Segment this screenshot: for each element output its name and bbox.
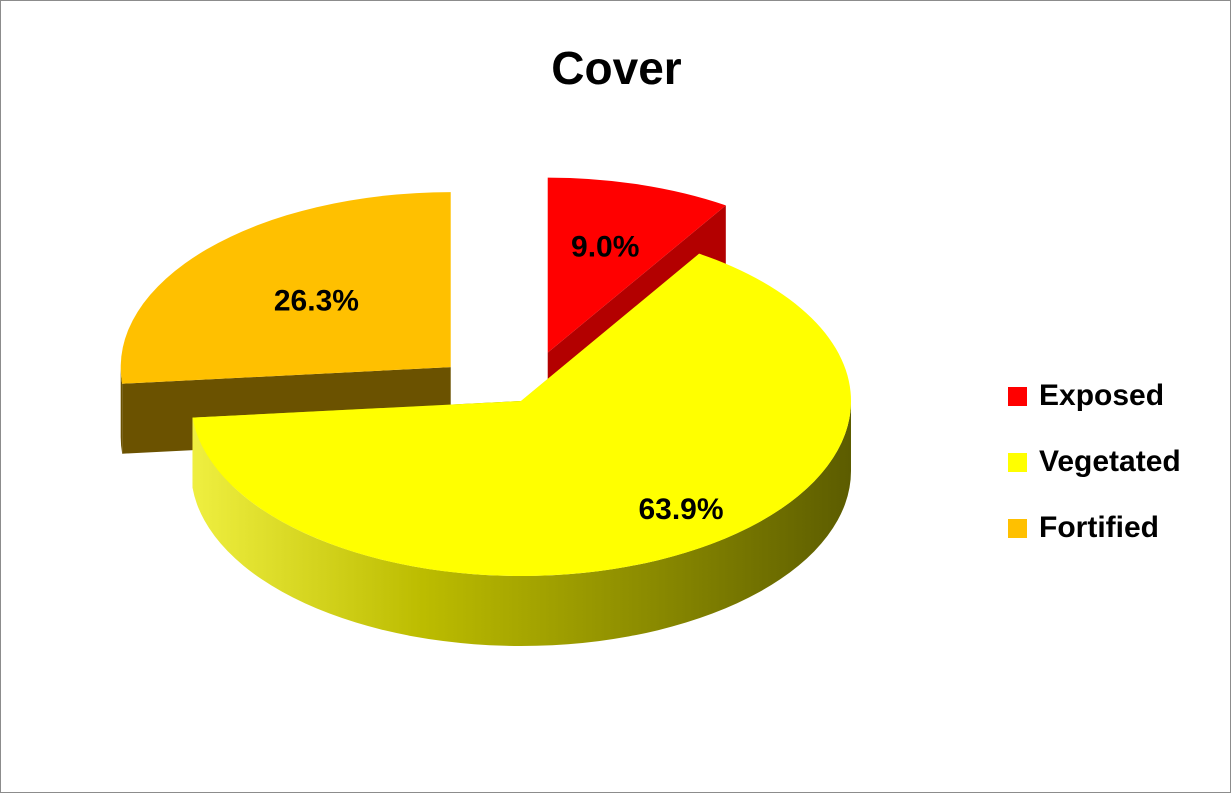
chart-legend: Exposed Vegetated Fortified <box>1008 363 1181 561</box>
legend-swatch <box>1008 452 1027 472</box>
data-label-vegetated: 63.9% <box>638 493 723 526</box>
legend-swatch <box>1008 518 1027 538</box>
legend-item-fortified: Fortified <box>1008 495 1181 561</box>
legend-item-vegetated: Vegetated <box>1008 429 1181 495</box>
chart-title: Cover <box>551 42 682 94</box>
pie-slice-vegetated <box>192 253 851 646</box>
slice-top <box>120 192 451 384</box>
slice-top <box>192 253 851 577</box>
legend-label: Fortified <box>1039 511 1159 544</box>
slice-rim <box>120 367 123 454</box>
legend-item-exposed: Exposed <box>1008 363 1181 429</box>
slice-top <box>547 177 726 353</box>
legend-label: Vegetated <box>1039 445 1181 478</box>
slice-rim <box>192 401 851 646</box>
data-label-fortified: 26.3% <box>274 284 359 317</box>
legend-label: Exposed <box>1039 379 1165 412</box>
legend-swatch <box>1008 386 1027 406</box>
data-label-exposed: 9.0% <box>571 230 639 263</box>
